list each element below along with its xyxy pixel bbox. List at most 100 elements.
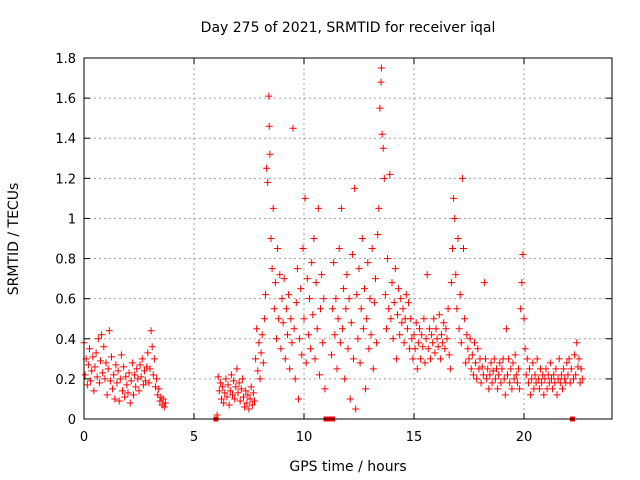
data-point <box>424 345 432 353</box>
data-point <box>342 305 350 313</box>
data-point <box>407 315 415 323</box>
data-point <box>414 339 422 347</box>
data-point <box>149 371 157 379</box>
data-point <box>408 335 416 343</box>
data-point <box>571 351 579 359</box>
data-point <box>343 271 351 279</box>
data-point <box>399 305 407 313</box>
data-point <box>102 359 110 367</box>
data-point <box>366 295 374 303</box>
data-point <box>412 319 420 327</box>
data-point <box>405 299 412 307</box>
data-point <box>466 335 474 343</box>
data-point <box>417 355 425 363</box>
data-point <box>368 245 376 253</box>
data-point <box>253 325 261 333</box>
data-point <box>439 339 447 347</box>
data-point <box>287 315 295 323</box>
data-point <box>226 387 234 395</box>
data-point <box>505 355 513 363</box>
tick-labels: 0 0.2 0.4 0.6 0.8 1 1.2 1.4 1.6 1.8 0 5 10 15 20 <box>55 52 532 445</box>
data-point <box>280 275 288 283</box>
data-point <box>131 371 139 379</box>
data-point <box>292 299 300 307</box>
data-point <box>331 331 339 339</box>
data-point <box>161 399 169 407</box>
data-point <box>521 345 529 353</box>
data-point <box>260 315 268 323</box>
data-point <box>391 265 399 273</box>
data-point <box>218 395 225 403</box>
data-point <box>538 379 546 387</box>
data-point <box>123 381 131 389</box>
data-point <box>529 359 537 367</box>
data-point <box>504 371 511 379</box>
data-point <box>469 371 477 379</box>
data-point <box>486 371 494 379</box>
data-point <box>421 359 429 367</box>
data-point <box>104 365 112 373</box>
data-point <box>455 325 463 333</box>
data-point <box>550 371 558 379</box>
data-point <box>487 359 495 367</box>
data-point <box>552 365 560 373</box>
data-point <box>111 395 119 403</box>
data-point <box>159 395 167 403</box>
data-point <box>380 174 388 182</box>
data-point <box>502 325 510 333</box>
data-point <box>458 174 466 182</box>
data-point <box>423 271 431 279</box>
data-point <box>84 361 92 369</box>
data-point <box>516 385 524 393</box>
data-point <box>540 391 548 399</box>
data-point <box>447 279 455 287</box>
data-point <box>81 371 89 379</box>
data-point <box>377 64 385 72</box>
data-point <box>214 373 222 381</box>
data-point <box>259 359 267 367</box>
data-point <box>431 349 439 357</box>
data-point <box>454 235 462 242</box>
data-point <box>464 345 472 353</box>
y-tick-label: 0.2 <box>55 373 76 388</box>
data-point <box>384 255 392 263</box>
data-point <box>386 170 394 178</box>
data-point <box>330 259 338 267</box>
data-point <box>471 339 478 347</box>
data-point <box>219 383 227 391</box>
data-point <box>356 359 364 367</box>
data-point <box>378 130 386 138</box>
data-point <box>479 371 487 379</box>
data-point <box>97 357 104 365</box>
data-point <box>361 285 368 293</box>
data-point <box>340 285 348 293</box>
data-point <box>88 367 96 375</box>
data-point <box>576 379 584 387</box>
data-point <box>478 363 486 371</box>
data-point <box>112 361 120 369</box>
data-point <box>90 387 98 395</box>
data-point <box>456 291 464 299</box>
data-point <box>98 331 106 339</box>
data-point <box>542 365 550 373</box>
data-point <box>563 359 571 367</box>
data-point <box>452 271 460 279</box>
data-point <box>432 325 440 333</box>
data-point <box>376 104 384 112</box>
plot-frame <box>83 57 613 420</box>
data-point <box>450 194 458 202</box>
data-point <box>249 389 257 397</box>
data-point <box>350 355 357 363</box>
data-point <box>295 395 302 403</box>
data-point <box>496 359 504 367</box>
data-point <box>526 365 533 373</box>
data-point <box>398 319 406 327</box>
data-point <box>357 305 365 313</box>
data-point <box>358 235 366 242</box>
x-axis-title: GPS time / hours <box>289 459 406 475</box>
data-point <box>419 343 427 351</box>
data-point <box>422 335 430 343</box>
data-point <box>296 335 304 343</box>
data-point <box>511 351 519 359</box>
y-tick-label: 1 <box>68 212 76 227</box>
